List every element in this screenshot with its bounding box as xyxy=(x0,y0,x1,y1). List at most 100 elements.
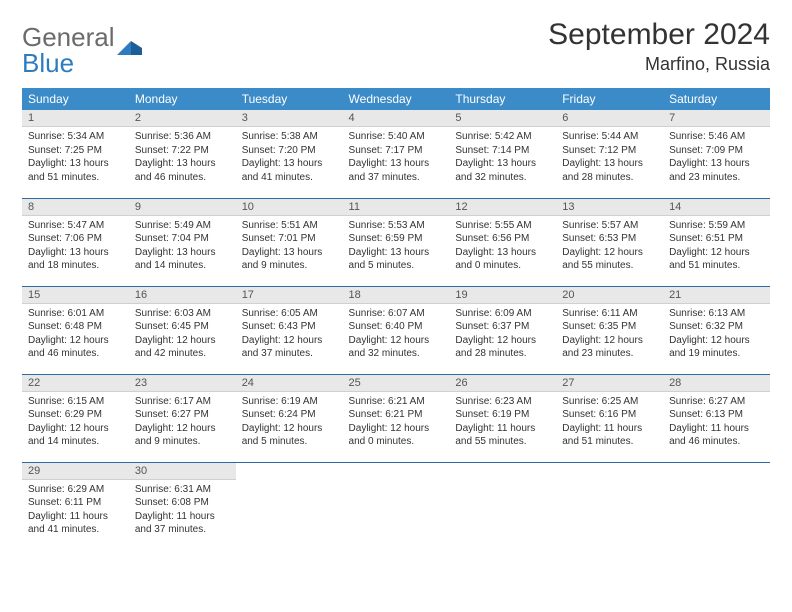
day-number: 29 xyxy=(22,463,129,480)
sunset-line: Sunset: 6:59 PM xyxy=(349,232,444,246)
sunrise-line: Sunrise: 6:21 AM xyxy=(349,395,444,409)
calendar-cell xyxy=(236,462,343,550)
calendar-cell: 10Sunrise: 5:51 AMSunset: 7:01 PMDayligh… xyxy=(236,198,343,286)
sunset-line: Sunset: 6:35 PM xyxy=(562,320,657,334)
day-body: Sunrise: 6:01 AMSunset: 6:48 PMDaylight:… xyxy=(22,304,129,364)
day-number: 17 xyxy=(236,287,343,304)
calendar-cell: 27Sunrise: 6:25 AMSunset: 6:16 PMDayligh… xyxy=(556,374,663,462)
day-number: 30 xyxy=(129,463,236,480)
sunrise-line: Sunrise: 6:17 AM xyxy=(135,395,230,409)
day-number: 16 xyxy=(129,287,236,304)
day-body: Sunrise: 6:23 AMSunset: 6:19 PMDaylight:… xyxy=(449,392,556,452)
day-number: 18 xyxy=(343,287,450,304)
sunset-line: Sunset: 6:53 PM xyxy=(562,232,657,246)
daylight-line: Daylight: 13 hours and 46 minutes. xyxy=(135,157,230,184)
day-number: 20 xyxy=(556,287,663,304)
daylight-line: Daylight: 12 hours and 23 minutes. xyxy=(562,334,657,361)
day-number: 8 xyxy=(22,199,129,216)
daylight-line: Daylight: 13 hours and 51 minutes. xyxy=(28,157,123,184)
daylight-line: Daylight: 13 hours and 18 minutes. xyxy=(28,246,123,273)
daylight-line: Daylight: 13 hours and 9 minutes. xyxy=(242,246,337,273)
sunset-line: Sunset: 6:48 PM xyxy=(28,320,123,334)
calendar-cell: 2Sunrise: 5:36 AMSunset: 7:22 PMDaylight… xyxy=(129,110,236,198)
weekday-header: Wednesday xyxy=(343,88,450,110)
sunrise-line: Sunrise: 5:44 AM xyxy=(562,130,657,144)
sunset-line: Sunset: 6:40 PM xyxy=(349,320,444,334)
day-number: 12 xyxy=(449,199,556,216)
day-number: 9 xyxy=(129,199,236,216)
day-number: 28 xyxy=(663,375,770,392)
day-body: Sunrise: 6:19 AMSunset: 6:24 PMDaylight:… xyxy=(236,392,343,452)
day-body: Sunrise: 6:21 AMSunset: 6:21 PMDaylight:… xyxy=(343,392,450,452)
day-body: Sunrise: 5:57 AMSunset: 6:53 PMDaylight:… xyxy=(556,216,663,276)
day-number: 10 xyxy=(236,199,343,216)
daylight-line: Daylight: 13 hours and 23 minutes. xyxy=(669,157,764,184)
logo: General Blue xyxy=(22,24,143,76)
daylight-line: Daylight: 13 hours and 28 minutes. xyxy=(562,157,657,184)
day-body: Sunrise: 6:17 AMSunset: 6:27 PMDaylight:… xyxy=(129,392,236,452)
daylight-line: Daylight: 13 hours and 37 minutes. xyxy=(349,157,444,184)
logo-text: General Blue xyxy=(22,24,115,76)
sunrise-line: Sunrise: 5:57 AM xyxy=(562,219,657,233)
sunrise-line: Sunrise: 5:38 AM xyxy=(242,130,337,144)
day-number: 21 xyxy=(663,287,770,304)
calendar-cell: 26Sunrise: 6:23 AMSunset: 6:19 PMDayligh… xyxy=(449,374,556,462)
sunset-line: Sunset: 6:43 PM xyxy=(242,320,337,334)
day-number: 6 xyxy=(556,110,663,127)
day-body: Sunrise: 5:34 AMSunset: 7:25 PMDaylight:… xyxy=(22,127,129,187)
sunset-line: Sunset: 6:27 PM xyxy=(135,408,230,422)
location: Marfino, Russia xyxy=(548,54,770,75)
sunrise-line: Sunrise: 5:36 AM xyxy=(135,130,230,144)
day-body: Sunrise: 6:27 AMSunset: 6:13 PMDaylight:… xyxy=(663,392,770,452)
calendar-cell: 24Sunrise: 6:19 AMSunset: 6:24 PMDayligh… xyxy=(236,374,343,462)
sunset-line: Sunset: 6:13 PM xyxy=(669,408,764,422)
day-number: 7 xyxy=(663,110,770,127)
sunrise-line: Sunrise: 5:46 AM xyxy=(669,130,764,144)
calendar-cell: 7Sunrise: 5:46 AMSunset: 7:09 PMDaylight… xyxy=(663,110,770,198)
day-number: 22 xyxy=(22,375,129,392)
sunset-line: Sunset: 6:56 PM xyxy=(455,232,550,246)
sunrise-line: Sunrise: 6:27 AM xyxy=(669,395,764,409)
day-body: Sunrise: 6:29 AMSunset: 6:11 PMDaylight:… xyxy=(22,480,129,540)
day-number: 14 xyxy=(663,199,770,216)
calendar-cell: 4Sunrise: 5:40 AMSunset: 7:17 PMDaylight… xyxy=(343,110,450,198)
sunset-line: Sunset: 6:19 PM xyxy=(455,408,550,422)
weekday-header: Sunday xyxy=(22,88,129,110)
daylight-line: Daylight: 13 hours and 5 minutes. xyxy=(349,246,444,273)
sunrise-line: Sunrise: 6:09 AM xyxy=(455,307,550,321)
sunset-line: Sunset: 7:17 PM xyxy=(349,144,444,158)
day-body: Sunrise: 6:13 AMSunset: 6:32 PMDaylight:… xyxy=(663,304,770,364)
sunrise-line: Sunrise: 6:11 AM xyxy=(562,307,657,321)
sunset-line: Sunset: 6:08 PM xyxy=(135,496,230,510)
title-block: September 2024 Marfino, Russia xyxy=(548,18,770,75)
calendar-cell: 6Sunrise: 5:44 AMSunset: 7:12 PMDaylight… xyxy=(556,110,663,198)
daylight-line: Daylight: 13 hours and 14 minutes. xyxy=(135,246,230,273)
calendar-cell: 19Sunrise: 6:09 AMSunset: 6:37 PMDayligh… xyxy=(449,286,556,374)
weekday-header: Monday xyxy=(129,88,236,110)
calendar-cell: 11Sunrise: 5:53 AMSunset: 6:59 PMDayligh… xyxy=(343,198,450,286)
calendar-cell: 1Sunrise: 5:34 AMSunset: 7:25 PMDaylight… xyxy=(22,110,129,198)
daylight-line: Daylight: 12 hours and 0 minutes. xyxy=(349,422,444,449)
sunrise-line: Sunrise: 6:07 AM xyxy=(349,307,444,321)
day-body: Sunrise: 5:46 AMSunset: 7:09 PMDaylight:… xyxy=(663,127,770,187)
sunrise-line: Sunrise: 5:40 AM xyxy=(349,130,444,144)
day-body: Sunrise: 5:47 AMSunset: 7:06 PMDaylight:… xyxy=(22,216,129,276)
day-number: 19 xyxy=(449,287,556,304)
calendar-cell: 30Sunrise: 6:31 AMSunset: 6:08 PMDayligh… xyxy=(129,462,236,550)
daylight-line: Daylight: 11 hours and 55 minutes. xyxy=(455,422,550,449)
calendar-table: SundayMondayTuesdayWednesdayThursdayFrid… xyxy=(22,88,770,550)
day-number: 15 xyxy=(22,287,129,304)
daylight-line: Daylight: 12 hours and 28 minutes. xyxy=(455,334,550,361)
sunset-line: Sunset: 6:51 PM xyxy=(669,232,764,246)
sunset-line: Sunset: 6:32 PM xyxy=(669,320,764,334)
day-body: Sunrise: 5:55 AMSunset: 6:56 PMDaylight:… xyxy=(449,216,556,276)
calendar-cell xyxy=(343,462,450,550)
day-number: 11 xyxy=(343,199,450,216)
calendar-cell: 15Sunrise: 6:01 AMSunset: 6:48 PMDayligh… xyxy=(22,286,129,374)
sunset-line: Sunset: 6:29 PM xyxy=(28,408,123,422)
daylight-line: Daylight: 11 hours and 37 minutes. xyxy=(135,510,230,537)
calendar-cell: 13Sunrise: 5:57 AMSunset: 6:53 PMDayligh… xyxy=(556,198,663,286)
calendar-cell: 28Sunrise: 6:27 AMSunset: 6:13 PMDayligh… xyxy=(663,374,770,462)
calendar-cell: 16Sunrise: 6:03 AMSunset: 6:45 PMDayligh… xyxy=(129,286,236,374)
calendar-cell: 21Sunrise: 6:13 AMSunset: 6:32 PMDayligh… xyxy=(663,286,770,374)
